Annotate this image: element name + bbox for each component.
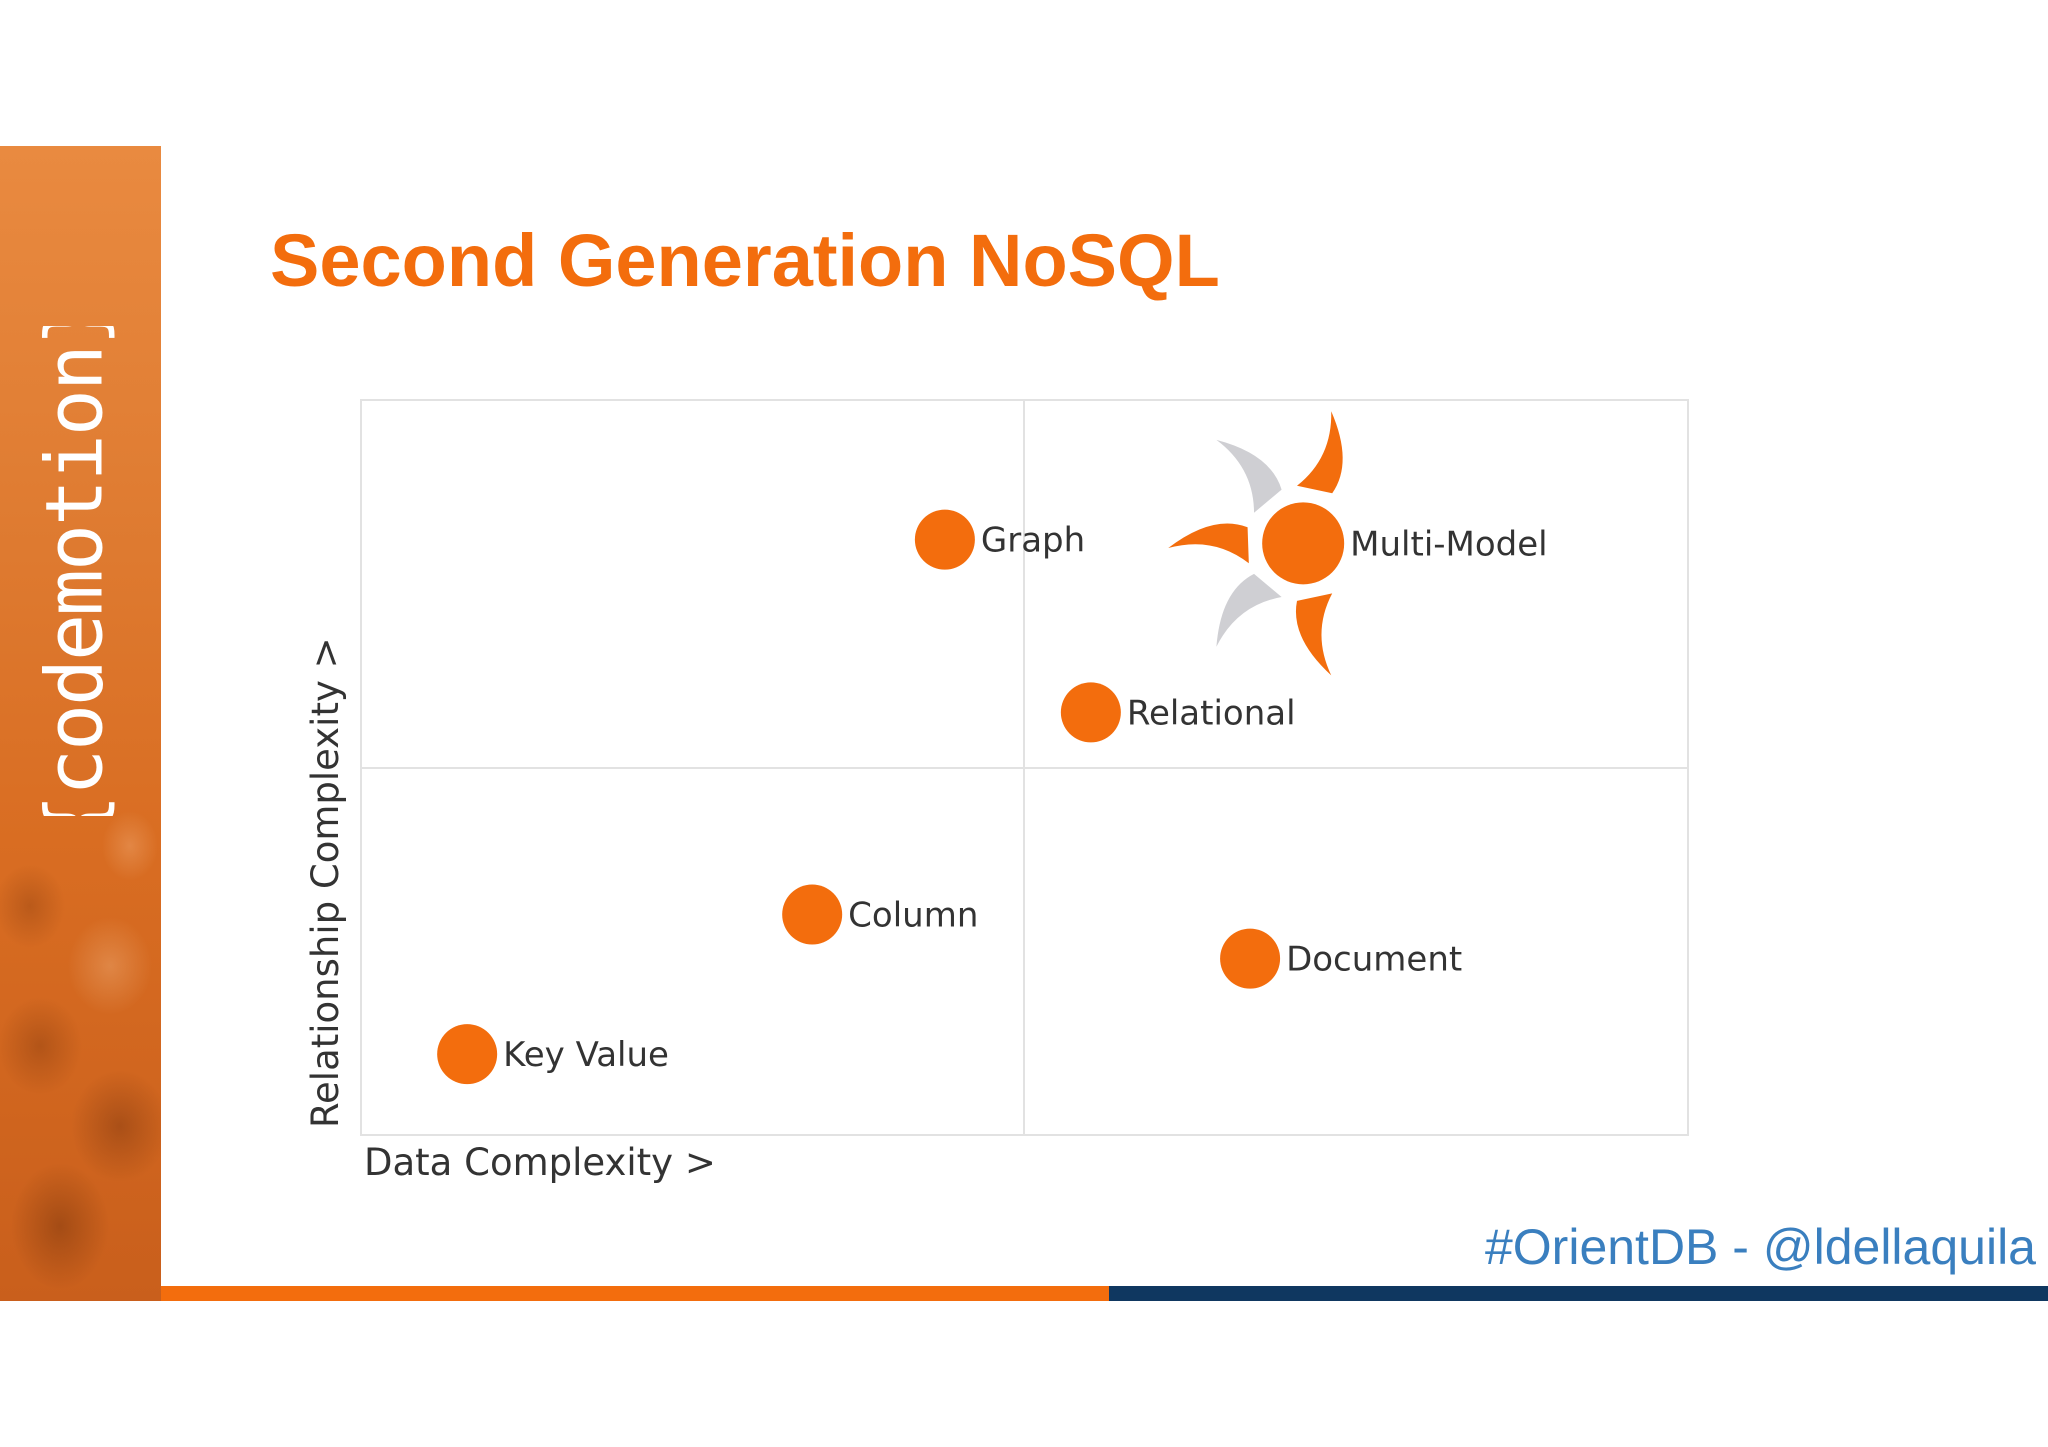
point-label-column: Column [848, 896, 978, 936]
point-column [782, 884, 843, 945]
point-label-multi-model: Multi-Model [1350, 524, 1547, 564]
x-axis-label: Data Complexity > [364, 1141, 716, 1184]
footer-hashtag: #OrientDB - @ldellaquila [1484, 1219, 2036, 1275]
point-label-key-value: Key Value [503, 1035, 669, 1075]
slide-title: Second Generation NoSQL [270, 219, 1220, 302]
codemotion-logo: {codemotion} [30, 301, 120, 841]
point-multi-model [1262, 502, 1345, 585]
point-graph [914, 509, 975, 570]
footer-bar-navy [1109, 1286, 2048, 1301]
point-relational [1060, 682, 1121, 743]
star-ray-3 [1168, 523, 1249, 564]
star-ray-4 [1216, 573, 1282, 647]
star-ray-2 [1216, 439, 1282, 513]
point-label-relational: Relational [1127, 693, 1296, 733]
star-ray-5 [1295, 593, 1333, 676]
chart-points: Key Value Column Graph Relational Document Mu… [437, 502, 1548, 1085]
point-document [1220, 928, 1281, 989]
side-banner: {codemotion} [0, 146, 161, 1301]
star-ray-1 [1296, 411, 1343, 494]
point-label-graph: Graph [981, 521, 1085, 561]
y-axis-label: Relationship Complexity > [304, 637, 347, 1128]
codemotion-logo-graphic: {codemotion} [30, 301, 120, 841]
multi-model-star-icon [1168, 411, 1343, 676]
footer-bar-orange [161, 1286, 1109, 1301]
svg-text:{codemotion}: {codemotion} [40, 326, 120, 816]
point-key-value [437, 1024, 498, 1085]
point-label-document: Document [1286, 940, 1462, 980]
